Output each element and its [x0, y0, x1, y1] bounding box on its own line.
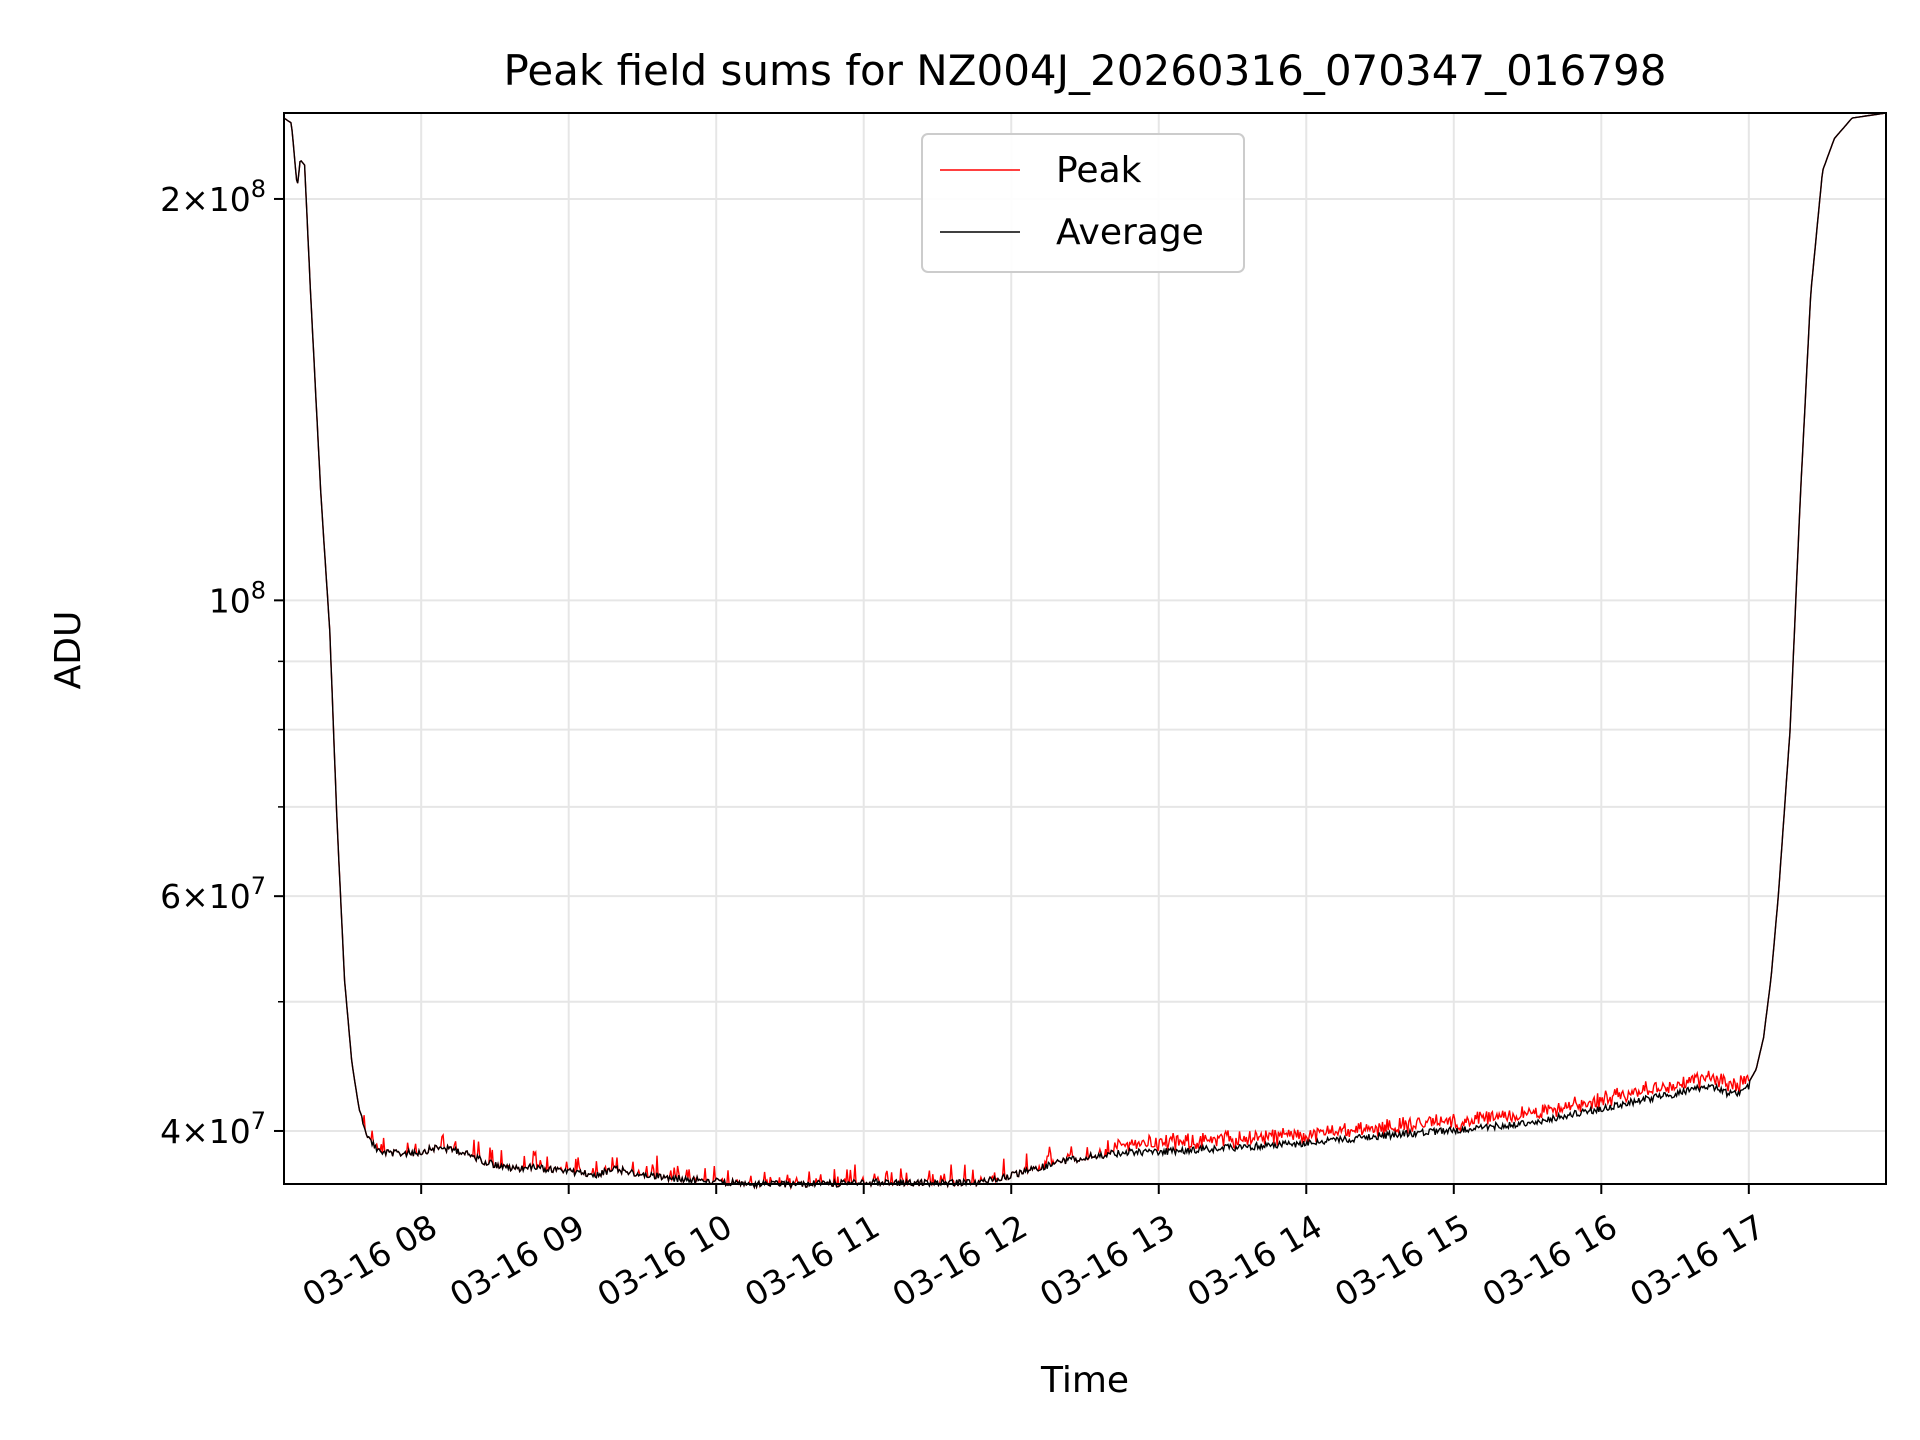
chart-title: Peak field sums for NZ004J_20260316_0703…	[504, 46, 1667, 95]
plot-frame	[283, 112, 1887, 1185]
y-axis-title: ADU	[48, 611, 89, 690]
y-tick-label: 2×108	[160, 175, 266, 219]
y-tick-label: 108	[209, 576, 266, 620]
x-axis-title: Time	[1040, 1360, 1129, 1401]
legend-box	[921, 133, 1245, 273]
y-tick-label: 4×107	[160, 1107, 266, 1151]
y-tick-label: 6×107	[160, 872, 266, 916]
average-series-line	[283, 112, 1887, 1190]
grid	[284, 113, 1886, 1184]
y-axis-ticks: 4×107 6×107 108 2×108	[160, 175, 284, 1151]
legend-peak-label: Peak	[1056, 150, 1142, 191]
series-layer	[283, 112, 1887, 1191]
legend-average-label: Average	[1056, 212, 1204, 253]
legend: Peak Average	[921, 133, 1245, 273]
